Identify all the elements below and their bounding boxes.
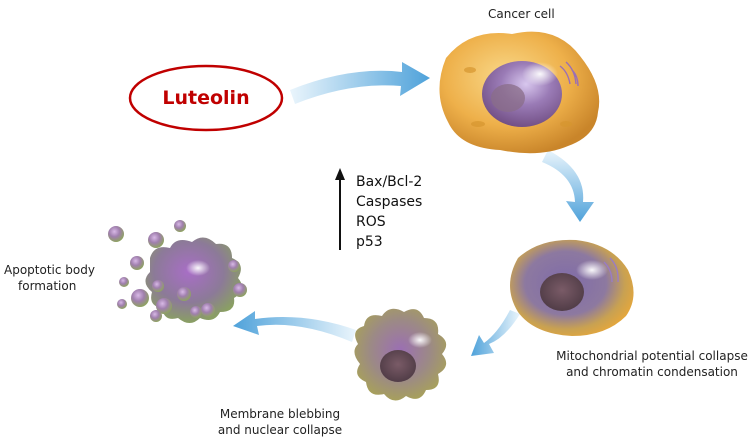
mito-collapse-label: Mitochondrial potential collapse and chr… (556, 348, 748, 380)
apoptotic-body-illustration (108, 220, 247, 323)
factor-item: Bax/Bcl-2 (356, 174, 423, 190)
blebbing-label: Membrane blebbing and nuclear collapse (210, 406, 350, 438)
factor-item: ROS (356, 214, 386, 230)
mito-collapse-label-line-1: Mitochondrial potential collapse (556, 349, 748, 363)
apoptotic-body-label-line-1: Apoptotic body (4, 263, 95, 277)
arrow-cell-to-mito (542, 150, 594, 222)
upregulated-factors-list: Bax/Bcl-2 Caspases ROS p53 (356, 172, 422, 252)
blebbing-illustration (354, 308, 447, 401)
arrow-luteolin-to-cell (290, 62, 430, 104)
factor-item: p53 (356, 234, 383, 250)
mito-collapse-illustration (510, 239, 634, 336)
apoptotic-body-label-line-2: formation (18, 279, 77, 293)
upregulation-arrow (335, 168, 345, 250)
luteolin-ellipse (128, 64, 284, 132)
mito-collapse-label-line-2: and chromatin condensation (566, 365, 738, 379)
factor-item: Caspases (356, 194, 423, 210)
arrow-mito-to-bleb (471, 310, 520, 356)
arrow-bleb-to-body (233, 311, 356, 342)
blebbing-label-line-1: Membrane blebbing (219, 407, 341, 421)
blebbing-label-line-2: and nuclear collapse (217, 423, 343, 437)
cancer-cell-label: Cancer cell (488, 7, 555, 21)
apoptotic-body-label: Apoptotic body formation (4, 262, 95, 294)
cancer-cell-illustration (439, 31, 600, 154)
luteolin-label: Luteolin (162, 87, 250, 109)
